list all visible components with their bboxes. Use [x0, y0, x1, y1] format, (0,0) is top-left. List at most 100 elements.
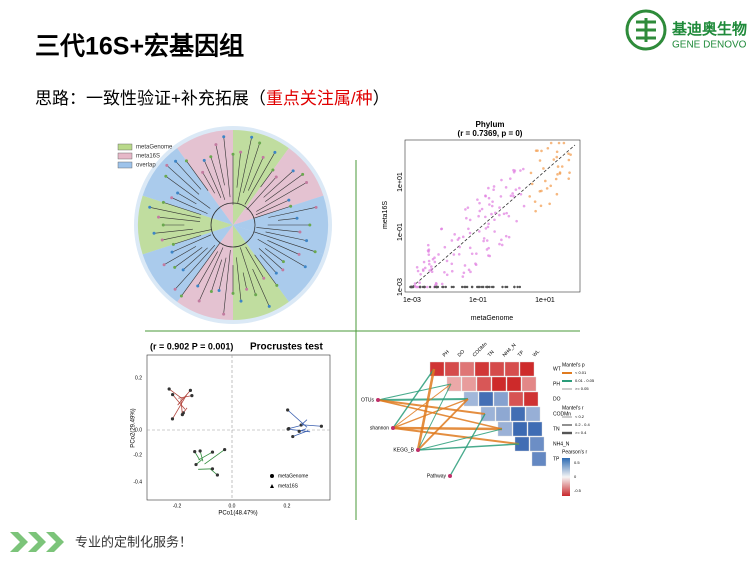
- procrustes-legend-triangle: [270, 484, 274, 488]
- scatter-point: [480, 207, 484, 211]
- scatter-point: [485, 239, 489, 242]
- scatter-point: [504, 186, 508, 189]
- scatter-point: [504, 234, 508, 238]
- scatter-point: [440, 282, 444, 286]
- scatter-point: [533, 200, 537, 203]
- scatter-point: [477, 214, 480, 218]
- mantel-column-label: TN: [487, 349, 496, 358]
- scatter-point: [500, 178, 503, 182]
- scatter-x-label: metaGenome: [471, 315, 514, 322]
- tree-node: [289, 204, 293, 208]
- tree-branch: [257, 239, 306, 267]
- scatter-point: [463, 264, 467, 267]
- scatter-point: [426, 249, 430, 252]
- scatter-point: [488, 203, 491, 206]
- mantel-row-label: WT: [553, 366, 561, 372]
- mantel-cell: [474, 361, 490, 377]
- scatter-point: [500, 238, 503, 242]
- tree-legend-label: overlap: [136, 163, 156, 169]
- scatter-point: [482, 239, 485, 243]
- tree-branch: [244, 152, 276, 205]
- mantel-link: [377, 399, 486, 415]
- tree-node: [231, 291, 235, 295]
- tree-node: [173, 287, 177, 291]
- scatter-point: [428, 285, 432, 289]
- pearson-label: 0: [574, 474, 577, 479]
- tree-branch: [198, 247, 224, 302]
- tree-clade: [142, 148, 233, 225]
- procrustes-link: [168, 388, 183, 400]
- mantel-legend-label: >= 0.4: [575, 430, 587, 435]
- scatter-point: [464, 208, 467, 211]
- tree-clade: [233, 148, 324, 225]
- scatter-point: [509, 194, 513, 198]
- scatter-point: [500, 243, 504, 247]
- mantel-legend-label: 0.2 - 0.4: [575, 422, 590, 427]
- scatter-point: [467, 227, 470, 231]
- scatter-point: [452, 285, 455, 289]
- procrustes-y-tick: -0.4: [133, 479, 142, 485]
- scatter-point: [416, 269, 420, 273]
- scatter-point: [498, 242, 501, 246]
- scatter-point: [450, 239, 454, 242]
- tree-node: [250, 135, 254, 139]
- scatter-title: Phylum: [476, 120, 505, 129]
- tree-node: [209, 289, 213, 293]
- tree-branch: [197, 251, 218, 287]
- scatter-point: [442, 285, 445, 289]
- tree-branch: [223, 249, 231, 315]
- tree-node: [170, 196, 174, 200]
- scatter-point: [512, 194, 515, 198]
- tree-branch: [171, 197, 208, 214]
- scatter-point: [528, 195, 532, 198]
- procrustes-x-label: PCo1(48.47%): [218, 511, 257, 517]
- mantel-legend-title: Pearson's r: [562, 449, 587, 455]
- tree-legend-swatch: [117, 161, 133, 169]
- scatter-point: [516, 285, 519, 289]
- procrustes-point: [167, 387, 171, 391]
- scatter-point: [493, 218, 496, 222]
- tree-node: [281, 268, 285, 272]
- scatter-point: [487, 196, 491, 200]
- scatter-point: [554, 177, 558, 181]
- mantel-cell: [444, 361, 460, 377]
- mantel-node: [448, 474, 452, 478]
- mantel-link: [377, 383, 452, 401]
- tree-branch: [259, 254, 277, 274]
- scatter-point: [430, 270, 434, 274]
- tree-branch: [171, 234, 212, 253]
- mantel-cell: [529, 436, 545, 452]
- scatter-point: [430, 267, 433, 271]
- tree-branch: [243, 142, 260, 194]
- mantel-cell: [519, 361, 535, 377]
- mantel-node: [416, 448, 420, 452]
- tree-branch: [263, 170, 294, 198]
- scatter-point: [445, 259, 449, 263]
- scatter-point: [549, 141, 553, 145]
- scatter-point: [434, 281, 438, 285]
- scatter-point: [443, 270, 446, 274]
- tree-node: [196, 284, 200, 288]
- mantel-column-label: TP: [517, 349, 526, 358]
- tree-node: [214, 143, 218, 147]
- tree-node: [181, 268, 185, 272]
- scatter-point: [558, 172, 562, 175]
- scatter-point: [423, 285, 426, 289]
- tree-node: [254, 293, 258, 297]
- scatter-point: [542, 167, 545, 170]
- scatter-point: [505, 285, 509, 289]
- mantel-cell: [446, 376, 462, 392]
- scatter-point: [450, 285, 454, 289]
- tree-node: [274, 271, 278, 275]
- scatter-point: [478, 285, 481, 289]
- scatter-point: [450, 262, 454, 266]
- procrustes-legend-label: metaGenome: [278, 473, 309, 479]
- tree-branch: [236, 152, 241, 188]
- procrustes-point: [198, 449, 202, 453]
- tree-branch: [174, 244, 216, 290]
- procrustes-point: [223, 447, 227, 452]
- tree-branch: [162, 229, 213, 241]
- scatter-point: [461, 275, 465, 278]
- tree-branch: [265, 174, 303, 202]
